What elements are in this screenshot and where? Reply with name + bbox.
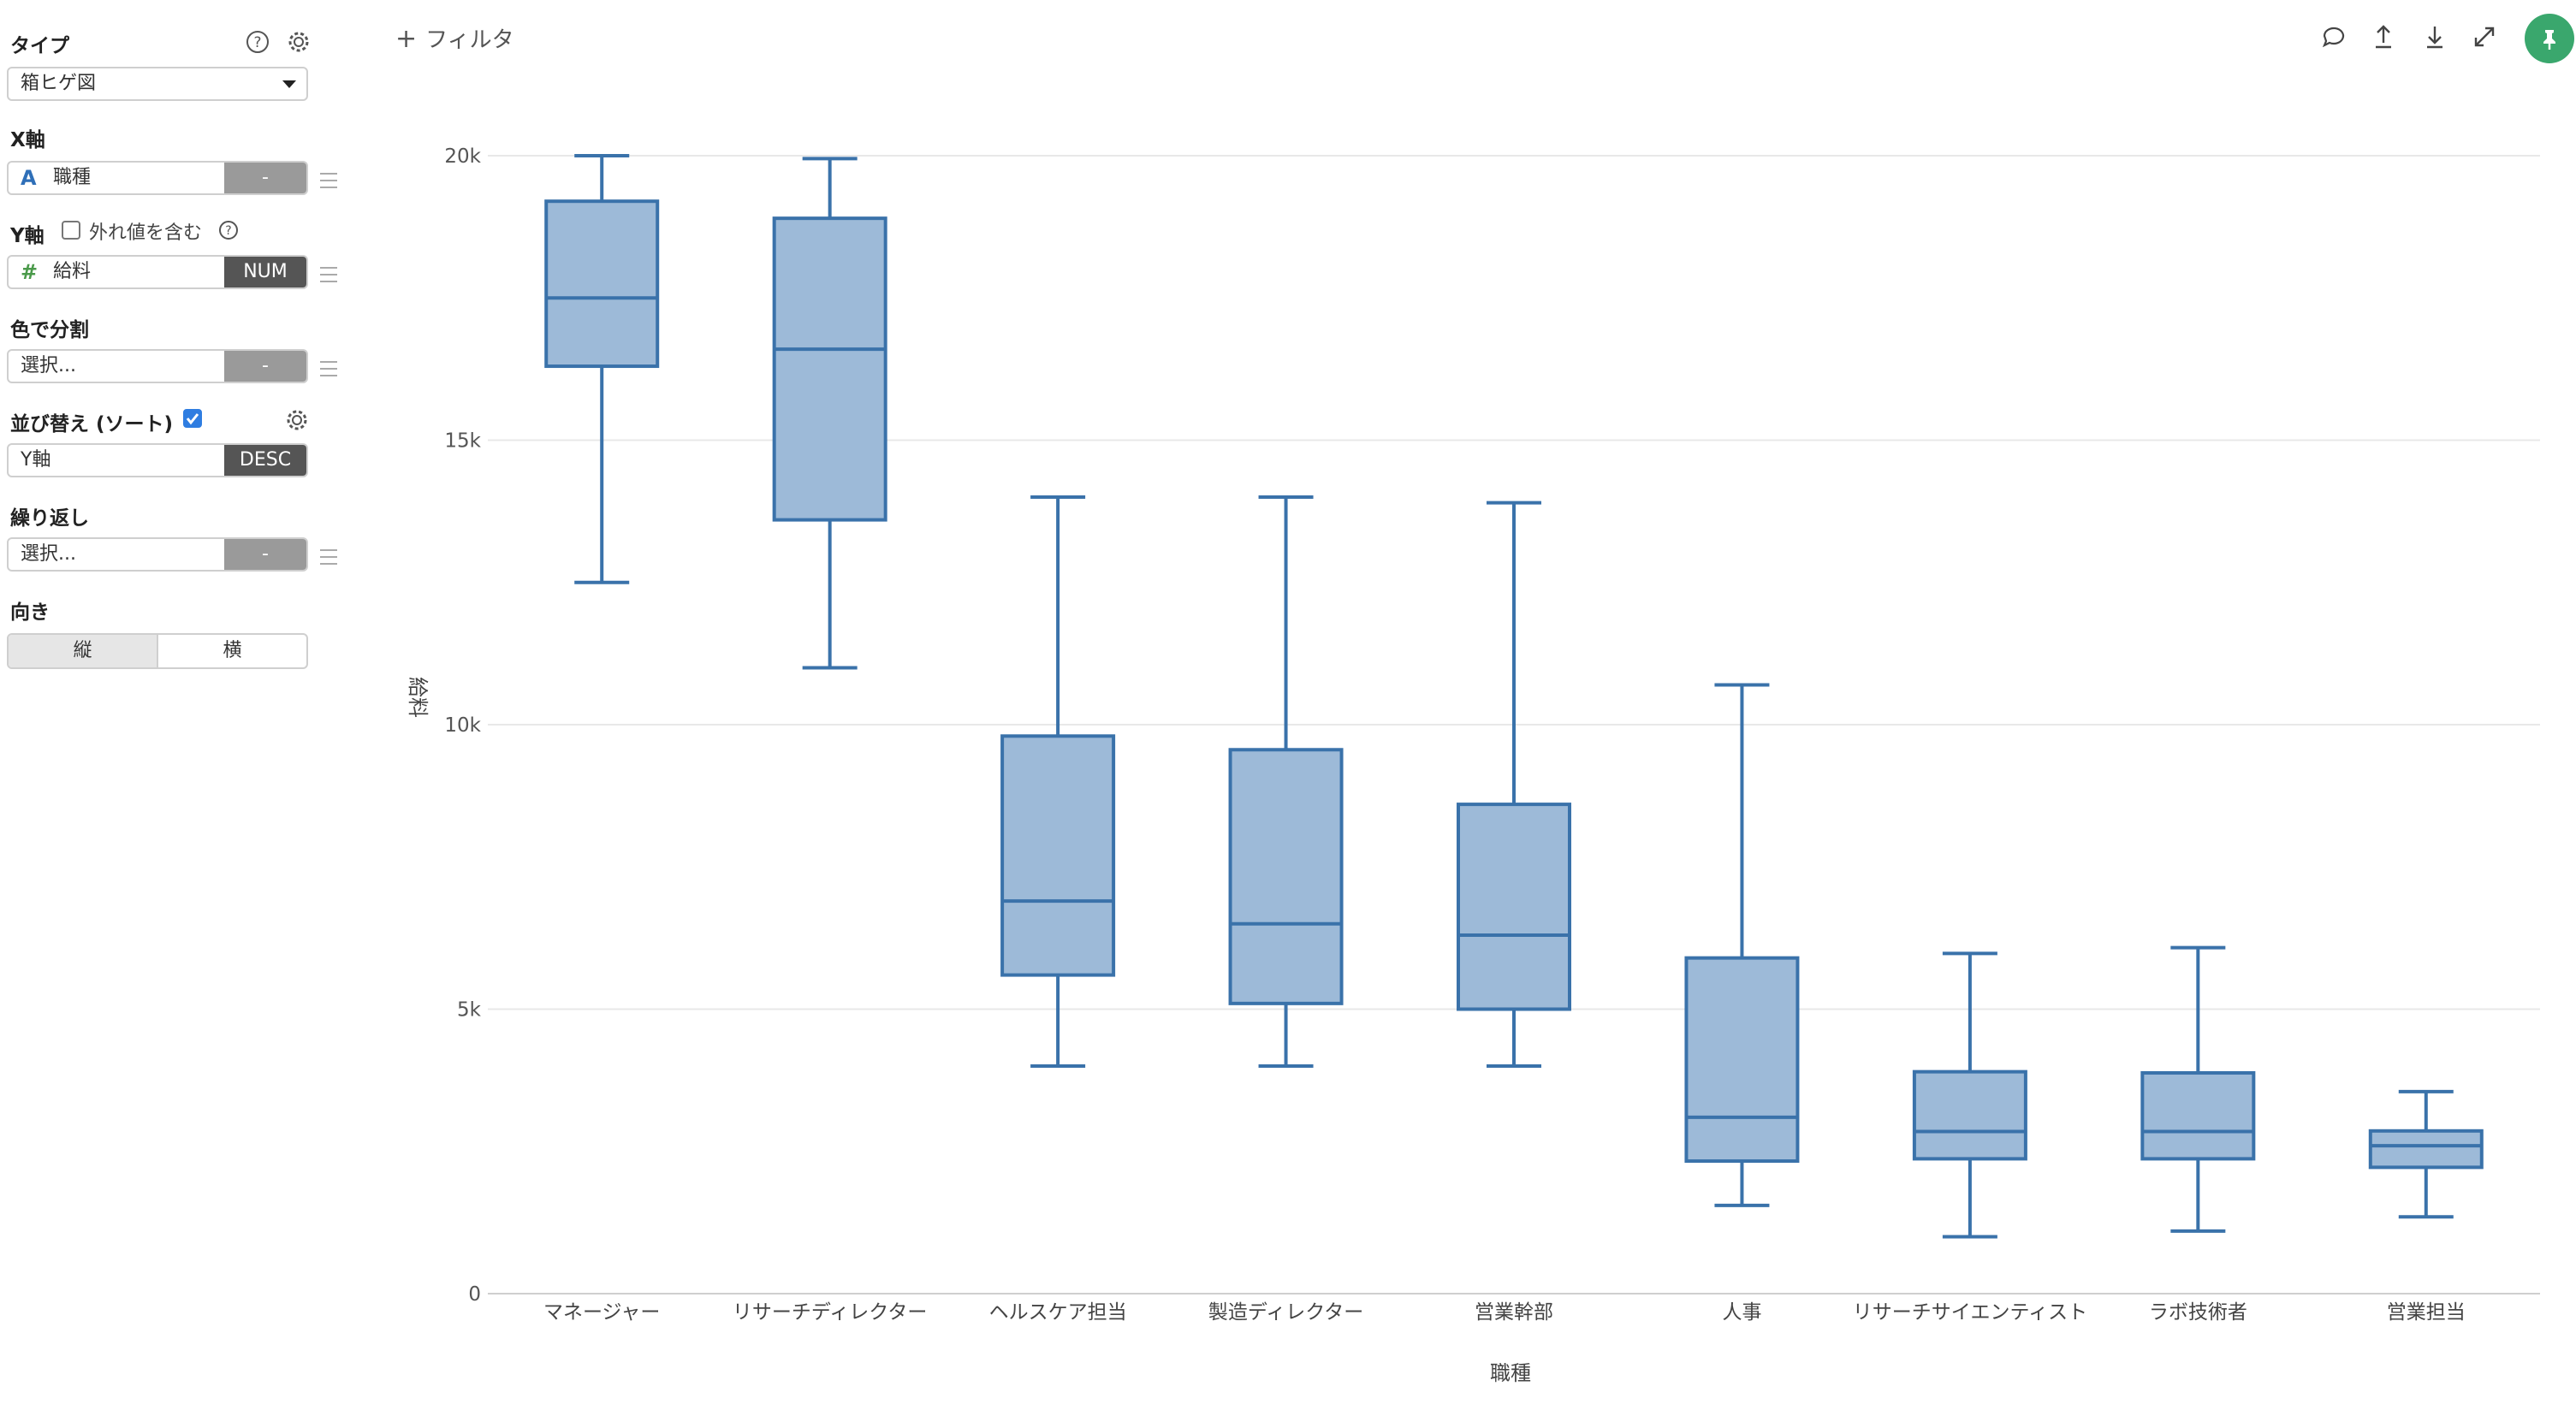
y-tick-label: 0	[468, 1283, 481, 1306]
add-filter-label: フィルタ	[425, 27, 514, 53]
text-type-icon: A	[21, 166, 37, 190]
svg-text:?: ?	[225, 224, 231, 238]
drag-handle-icon[interactable]	[320, 549, 337, 565]
box-plot-item[interactable]	[1000, 495, 1116, 1068]
chart-type-value: 箱ヒゲ図	[21, 73, 97, 94]
y-tick-label: 20k	[444, 145, 481, 168]
x-tick-label: リサーチサイエンティスト	[1853, 1301, 2087, 1324]
iqr-box	[772, 216, 887, 522]
settings-panel: タイプ ? 箱ヒゲ図 X軸 A 職種 - Y軸 外れ値を含む ? # 給料 NU…	[0, 0, 359, 1410]
color-split-placeholder: 選択...	[21, 355, 76, 376]
x-axis-tag[interactable]: -	[224, 163, 306, 193]
orientation-horizontal-option[interactable]: 横	[223, 640, 242, 661]
x-axis-field-value: 職種	[53, 167, 92, 188]
add-filter-button[interactable]: + フィルタ	[395, 22, 514, 54]
y-tick-label: 5k	[457, 999, 482, 1022]
repeat-field[interactable]: 選択... -	[7, 537, 308, 572]
box-plot-item[interactable]	[2368, 1089, 2484, 1219]
x-axis-title: 職種	[1490, 1361, 1531, 1385]
download-icon[interactable]	[2420, 22, 2449, 51]
sort-field[interactable]: Y軸 DESC	[7, 443, 308, 477]
include-outliers-checkbox[interactable]	[62, 221, 80, 240]
box-plot-item[interactable]	[2140, 945, 2256, 1233]
iqr-box	[1457, 803, 1571, 1011]
iqr-box	[1684, 956, 1800, 1164]
svg-text:?: ?	[253, 34, 261, 51]
check-icon	[186, 413, 199, 425]
sort-direction-tag[interactable]: DESC	[224, 445, 306, 476]
box-plot-item[interactable]	[544, 154, 660, 584]
repeat-placeholder: 選択...	[21, 543, 76, 565]
x-tick-label: 営業幹部	[1475, 1301, 1553, 1324]
x-tick-label: ヘルスケア担当	[989, 1301, 1127, 1324]
x-tick-label: ラボ技術者	[2149, 1301, 2247, 1324]
repeat-tag[interactable]: -	[224, 539, 306, 570]
iqr-box	[2368, 1129, 2484, 1170]
type-section-label: タイプ	[10, 35, 69, 57]
y-tick-label: 15k	[444, 430, 481, 453]
x-tick-label: 営業担当	[2387, 1301, 2466, 1324]
y-tick-label: 10k	[444, 714, 481, 737]
box-plot-item[interactable]	[772, 157, 887, 670]
sort-label: 並び替え (ソート)	[10, 413, 174, 435]
chevron-down-icon	[282, 80, 296, 88]
repeat-label: 繰り返し	[10, 507, 89, 530]
comment-icon[interactable]	[2319, 22, 2348, 51]
drag-handle-icon[interactable]	[320, 173, 337, 188]
x-axis-field[interactable]: A 職種 -	[7, 161, 308, 195]
help-icon[interactable]: ?	[245, 29, 270, 55]
chart-type-select[interactable]: 箱ヒゲ図	[7, 67, 308, 101]
sort-field-value: Y軸	[21, 449, 51, 471]
drag-handle-icon[interactable]	[320, 267, 337, 282]
drag-handle-icon[interactable]	[320, 361, 337, 376]
box-plot-item[interactable]	[1684, 683, 1800, 1207]
orientation-vertical-option[interactable]: 縦	[9, 635, 158, 667]
x-tick-label: 製造ディレクター	[1208, 1301, 1363, 1324]
iqr-box	[1000, 734, 1116, 977]
y-axis-field[interactable]: # 給料 NUM	[7, 255, 308, 289]
number-type-icon: #	[21, 260, 39, 284]
include-outliers-label: 外れ値を含む	[89, 222, 203, 244]
color-split-label: 色で分割	[10, 319, 89, 341]
pin-button[interactable]	[2525, 14, 2574, 63]
gear-icon[interactable]	[284, 407, 310, 433]
x-axis-label: X軸	[10, 129, 45, 151]
y-axis-field-value: 給料	[53, 261, 92, 282]
x-tick-label: マネージャー	[543, 1301, 660, 1324]
box-plot-item[interactable]	[1912, 951, 2027, 1239]
iqr-box	[1228, 748, 1344, 1005]
box-plot-item[interactable]	[1457, 501, 1571, 1068]
sort-checkbox[interactable]	[183, 409, 202, 428]
plus-icon: +	[395, 24, 418, 54]
y-axis-title: 給料	[406, 677, 430, 718]
expand-icon[interactable]	[2470, 22, 2499, 51]
iqr-box	[2140, 1070, 2256, 1161]
iqr-box	[544, 199, 660, 369]
x-tick-label: 人事	[1722, 1301, 1761, 1324]
orientation-label: 向き	[10, 601, 50, 624]
help-icon[interactable]: ?	[217, 219, 240, 241]
upload-icon[interactable]	[2369, 22, 2398, 51]
x-tick-label: リサーチディレクター	[733, 1301, 927, 1324]
y-axis-tag[interactable]: NUM	[224, 257, 306, 287]
color-split-tag[interactable]: -	[224, 351, 306, 382]
pin-icon	[2543, 30, 2555, 50]
box-plot-item[interactable]	[1228, 495, 1344, 1068]
iqr-box	[1912, 1069, 2027, 1161]
color-split-field[interactable]: 選択... -	[7, 349, 308, 383]
gear-icon[interactable]	[286, 29, 312, 55]
y-axis-label: Y軸	[10, 225, 45, 247]
orientation-toggle[interactable]: 縦 横	[7, 633, 308, 669]
